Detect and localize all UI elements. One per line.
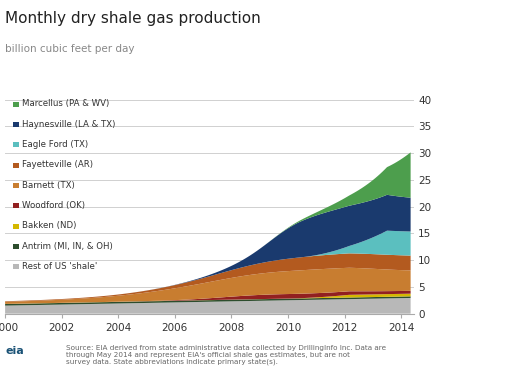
Text: Source: EIA derived from state administrative data collected by DrillingInfo Inc: Source: EIA derived from state administr… bbox=[66, 345, 386, 365]
Text: Bakken (ND): Bakken (ND) bbox=[22, 221, 76, 230]
Text: Rest of US 'shale': Rest of US 'shale' bbox=[22, 262, 98, 271]
Text: Woodford (OK): Woodford (OK) bbox=[22, 201, 85, 210]
Text: Barnett (TX): Barnett (TX) bbox=[22, 181, 75, 190]
Text: Fayetteville (AR): Fayetteville (AR) bbox=[22, 161, 93, 169]
Text: Monthly dry shale gas production: Monthly dry shale gas production bbox=[5, 11, 261, 26]
Text: billion cubic feet per day: billion cubic feet per day bbox=[5, 44, 134, 54]
Text: Marcellus (PA & WV): Marcellus (PA & WV) bbox=[22, 99, 109, 108]
Text: Antrim (MI, IN, & OH): Antrim (MI, IN, & OH) bbox=[22, 242, 113, 251]
Text: eia: eia bbox=[5, 345, 24, 356]
Text: Haynesville (LA & TX): Haynesville (LA & TX) bbox=[22, 120, 115, 129]
Text: Eagle Ford (TX): Eagle Ford (TX) bbox=[22, 140, 88, 149]
